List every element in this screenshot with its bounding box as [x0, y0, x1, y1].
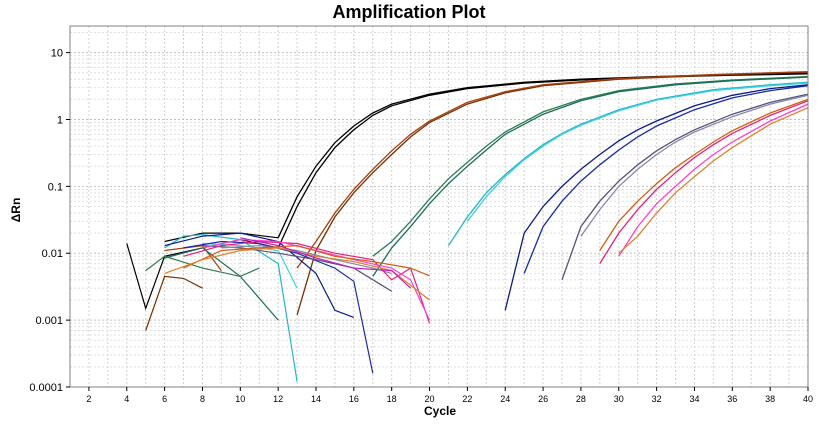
x-tick-label: 28 [576, 394, 586, 404]
series-13-baseline-line [183, 240, 431, 324]
series-10-amplification-line [523, 85, 809, 274]
x-tick-label: 12 [273, 394, 283, 404]
x-tick-label: 36 [727, 394, 737, 404]
series-17-baseline-line [240, 237, 412, 289]
x-tick-label: 22 [462, 394, 472, 404]
series-13-amplification-line [599, 100, 809, 264]
y-axis-label: ΔRn [9, 198, 23, 223]
x-tick-label: 32 [652, 394, 662, 404]
x-tick-label: 34 [689, 394, 699, 404]
x-tick-label: 8 [200, 394, 205, 404]
plot-frame [69, 25, 809, 388]
x-tick-label: 2 [86, 394, 91, 404]
series-9-amplification-line [504, 84, 809, 311]
series-7-baseline-line [164, 233, 298, 382]
y-tick-label: 0.001 [35, 315, 63, 327]
series-6-amplification-line [372, 76, 809, 277]
series-10-baseline-line [183, 240, 374, 374]
x-axis-label: Cycle [424, 404, 456, 418]
series-16-amplification-line [618, 107, 809, 254]
x-tick-label: 4 [124, 394, 129, 404]
series-14-baseline-line [202, 238, 431, 321]
x-tick-label: 6 [162, 394, 167, 404]
series-12-amplification-line [580, 94, 809, 237]
x-tick-label: 40 [803, 394, 813, 404]
series-5-baseline-line [145, 255, 260, 278]
x-tick-label: 14 [311, 394, 321, 404]
series-15-baseline-line [183, 244, 430, 277]
x-tick-label: 20 [425, 394, 435, 404]
y-tick-label: 0.1 [48, 181, 63, 193]
series-14-amplification-line [618, 103, 809, 257]
x-tick-label: 30 [614, 394, 624, 404]
x-tick-label: 10 [235, 394, 245, 404]
series-2-baseline-line [164, 232, 279, 243]
x-tick-label: 16 [349, 394, 359, 404]
series-1-baseline-line [126, 238, 279, 311]
x-tick-label: 24 [500, 394, 510, 404]
series-5-amplification-line [372, 75, 809, 257]
y-tick-label: 0.01 [42, 248, 63, 260]
series-group [126, 70, 809, 382]
series-4-amplification-line [296, 70, 809, 269]
x-tick-label: 38 [765, 394, 775, 404]
series-8-amplification-line [466, 82, 809, 222]
x-tick-label: 18 [387, 394, 397, 404]
series-3-baseline-line [145, 275, 203, 331]
y-axis-ticks: 10 1 0.1 0.01 0.001 0.0001 [29, 48, 70, 394]
series-7-amplification-line [447, 81, 809, 246]
y-tick-label: 1 [57, 114, 63, 126]
series-4-baseline-line [164, 244, 222, 271]
grid [69, 26, 809, 388]
series-6-baseline-line [164, 247, 279, 321]
series-11-amplification-line [561, 93, 809, 281]
chart-title: Amplification Plot [333, 2, 486, 22]
series-15-amplification-line [599, 98, 809, 251]
x-axis-ticks: 2 4 6 8 10 12 14 16 18 20 22 24 26 28 30 32 34 36 38 40 [86, 387, 813, 404]
series-3-amplification-line [296, 71, 809, 315]
y-tick-label: 0.0001 [29, 382, 63, 394]
y-tick-label: 10 [51, 48, 63, 60]
x-tick-label: 26 [538, 394, 548, 404]
